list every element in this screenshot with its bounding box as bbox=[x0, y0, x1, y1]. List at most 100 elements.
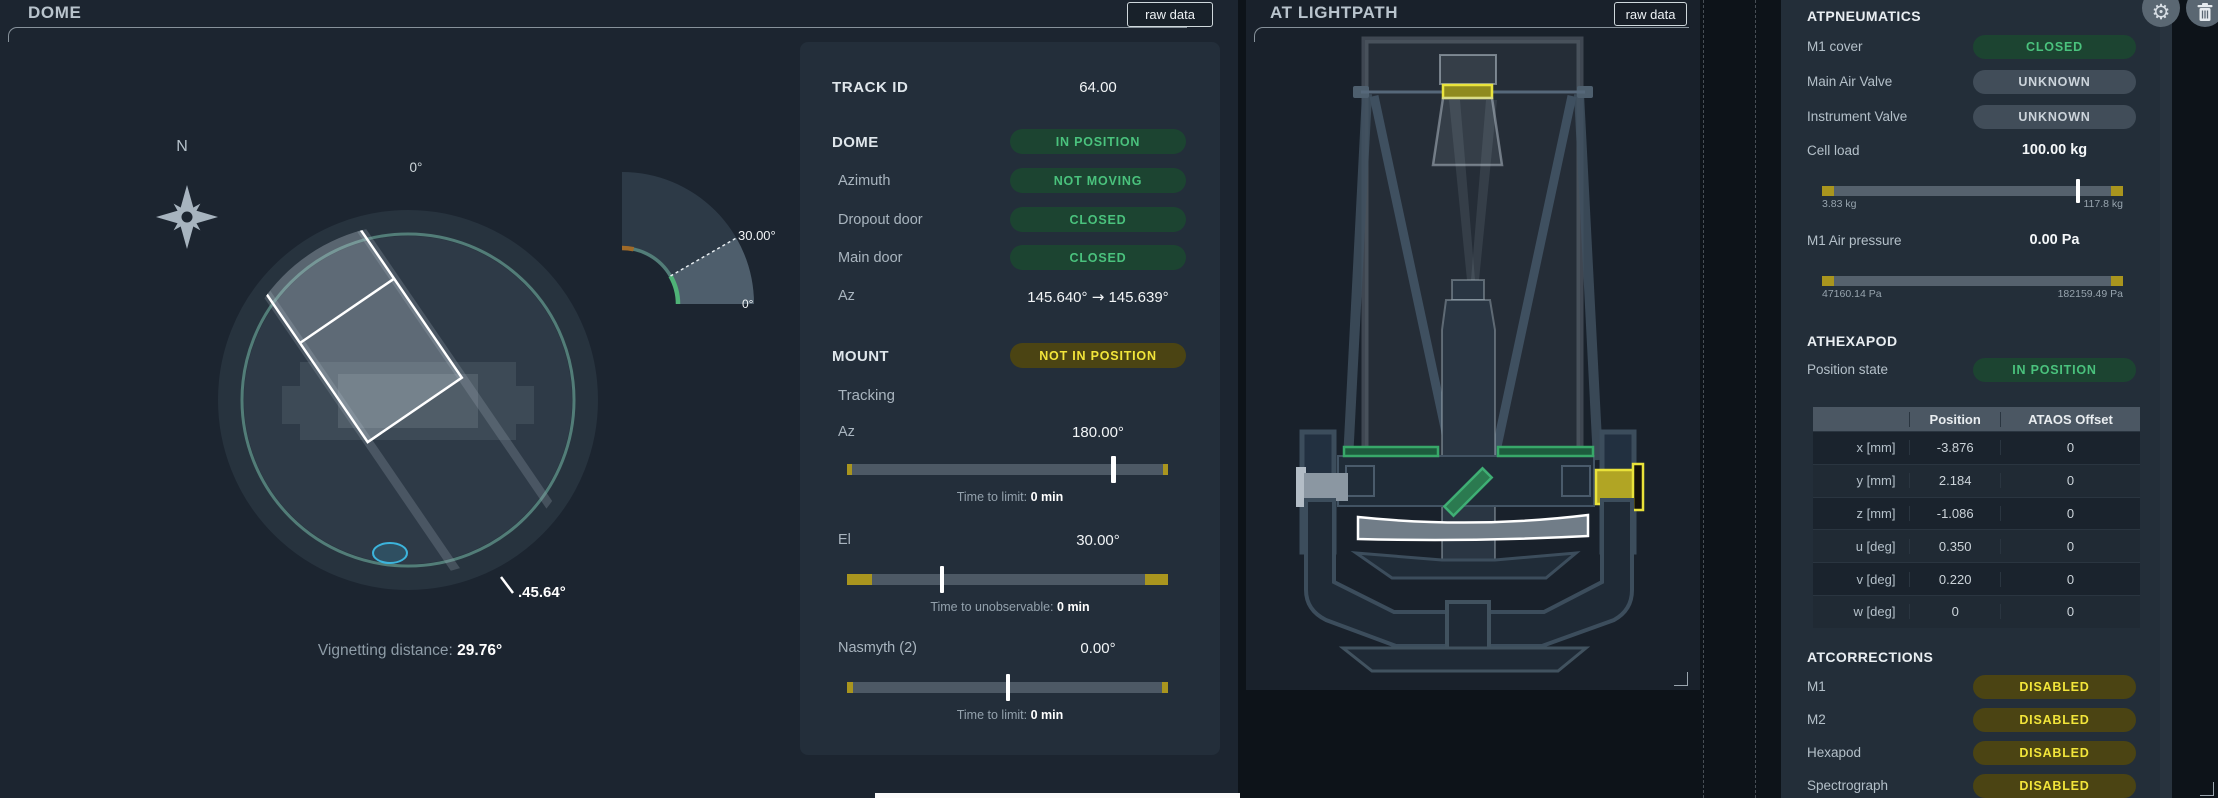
table-row: u [deg] 0.350 0 bbox=[1813, 529, 2140, 563]
column-ataos-offset: ATAOS Offset bbox=[1999, 411, 2140, 427]
dropout-door-divider bbox=[299, 277, 395, 345]
vignetting-distance-value: 29.76° bbox=[457, 642, 503, 659]
dome-status-badge: IN POSITION bbox=[1010, 129, 1186, 154]
nasmyth-label: Nasmyth (2) bbox=[838, 640, 917, 656]
vignetting-distance-label: Vignetting distance: bbox=[317, 642, 453, 659]
tracking-label: Tracking bbox=[838, 387, 895, 404]
panel-separator-dashed-1 bbox=[1703, 0, 1704, 798]
dome-azimuth-visualization bbox=[156, 185, 598, 594]
dome-panel-title: DOME bbox=[28, 3, 82, 22]
table-row: v [deg] 0.220 0 bbox=[1813, 562, 2140, 595]
correction-m1-label: M1 bbox=[1807, 679, 1826, 694]
vertical-scrollbar[interactable] bbox=[2160, 0, 2172, 798]
port-left-cap bbox=[1296, 467, 1306, 507]
correction-hexapod-label: Hexapod bbox=[1807, 745, 1862, 760]
el-limit-zone-max bbox=[1145, 574, 1168, 585]
compass-north-label: N bbox=[176, 138, 188, 155]
delete-button[interactable] bbox=[2186, 0, 2218, 27]
at-summary-panel: ATPNEUMATICS M1 cover CLOSED Main Air Va… bbox=[1781, 0, 2172, 798]
compass-rose-icon bbox=[156, 185, 218, 249]
atpneumatics-title: ATPNEUMATICS bbox=[1807, 8, 1921, 24]
azimuth-status-badge: NOT MOVING bbox=[1010, 168, 1186, 193]
correction-spectrograph-label: Spectrograph bbox=[1807, 778, 1889, 793]
track-id-value: 64.00 bbox=[1079, 79, 1117, 96]
lightpath-raw-data-button[interactable]: raw data bbox=[1614, 2, 1687, 26]
vignetting-distance: Vignetting distance: 29.76°29.76° bbox=[220, 642, 600, 660]
position-state-label: Position state bbox=[1807, 362, 1889, 377]
cell-load-tick-max bbox=[2111, 186, 2123, 196]
m1-pressure-slider[interactable] bbox=[1822, 276, 2123, 286]
m1-pressure-value: 0.00 Pa bbox=[2029, 232, 2080, 248]
mount-az-marker bbox=[1111, 456, 1116, 483]
track-id-label: TRACK ID bbox=[832, 79, 909, 96]
table-row: y [mm] 2.184 0 bbox=[1813, 463, 2140, 497]
correction-m1-badge: DISABLED bbox=[1973, 675, 2136, 699]
dome-az-label: Az bbox=[838, 288, 855, 304]
central-baffle-tower bbox=[1441, 299, 1496, 561]
center-pier bbox=[1445, 600, 1491, 652]
el-slider[interactable] bbox=[847, 566, 1168, 593]
athexapod-title: ATHEXAPOD bbox=[1807, 333, 1898, 349]
window-resize-handle[interactable] bbox=[2200, 782, 2214, 796]
trash-icon bbox=[2197, 3, 2213, 21]
mount-status-badge: NOT IN POSITION bbox=[1010, 343, 1186, 368]
m1-pressure-min-label: 47160.14 Pa bbox=[1822, 288, 1882, 300]
nasmyth-slider[interactable] bbox=[847, 674, 1168, 701]
main-door-status-badge: CLOSED bbox=[1010, 245, 1186, 270]
table-row: z [mm] -1.086 0 bbox=[1813, 496, 2140, 530]
main-air-valve-label: Main Air Valve bbox=[1807, 74, 1893, 89]
column-position: Position bbox=[1909, 411, 1999, 427]
cell-load-tick-min bbox=[1822, 186, 1834, 196]
cell-load-slider[interactable] bbox=[1822, 179, 2123, 203]
dome-track-ring bbox=[240, 232, 576, 568]
elevation-arc-current bbox=[668, 274, 681, 305]
cell-load-marker bbox=[2075, 179, 2080, 203]
m1-pressure-tick-max bbox=[2111, 276, 2123, 286]
dropout-door-label: Dropout door bbox=[838, 212, 923, 228]
m2-cover-highlight bbox=[1441, 83, 1494, 100]
azimuth-pointer-tick bbox=[500, 576, 514, 594]
dome-header-divider bbox=[8, 27, 1187, 42]
telescope-position-marker bbox=[372, 542, 408, 564]
correction-spectrograph-badge: DISABLED bbox=[1973, 774, 2136, 798]
table-row: w [deg] 0 0 bbox=[1813, 594, 2140, 628]
gear-icon: ⚙ bbox=[2151, 0, 2171, 24]
elevation-zero-label: 0° bbox=[742, 297, 754, 311]
panel-separator-dashed-2 bbox=[1755, 0, 1756, 798]
main-door-label: Main door bbox=[838, 250, 903, 266]
position-state-badge: IN POSITION bbox=[1973, 358, 2136, 382]
port-left bbox=[1304, 473, 1348, 501]
elevation-gauge bbox=[621, 172, 754, 305]
m1-mirror bbox=[1356, 513, 1590, 542]
fork-base bbox=[1304, 498, 1634, 648]
el-time-to-unobservable: Time to unobservable: 0 min bbox=[930, 600, 1090, 614]
cell-load-value: 100.00 kg bbox=[2021, 142, 2088, 158]
mount-section-label: MOUNT bbox=[832, 348, 889, 365]
pedestal bbox=[1338, 646, 1591, 673]
m2-top-box bbox=[1439, 54, 1497, 85]
lightpath-telescope-schematic bbox=[1296, 36, 1645, 673]
nasmyth-value: 0.00° bbox=[1080, 640, 1116, 657]
cell-load-label: Cell load bbox=[1807, 143, 1860, 158]
lightpath-panel: AT LIGHTPATH raw data bbox=[1246, 0, 1700, 690]
m1-cover-right bbox=[1496, 445, 1595, 458]
lightpath-header-divider bbox=[1254, 27, 1689, 42]
cell-load-max-label: 117.8 kg bbox=[2083, 198, 2123, 210]
instrument-valve-label: Instrument Valve bbox=[1807, 109, 1908, 124]
mount-az-slider[interactable] bbox=[847, 456, 1168, 483]
lightpath-panel-title: AT LIGHTPATH bbox=[1270, 3, 1399, 22]
nasmyth-port-cap bbox=[1631, 462, 1645, 512]
m2-baffle bbox=[1431, 96, 1504, 167]
horizontal-scrollbar[interactable] bbox=[875, 793, 1240, 798]
az-time-to-limit: Time to limit: 0 min bbox=[956, 490, 1064, 504]
el-marker bbox=[939, 566, 945, 593]
el-label: El bbox=[838, 532, 851, 548]
dome-az-value: 145.640° → 145.639° bbox=[1027, 288, 1169, 306]
lightpath-resize-handle[interactable] bbox=[1674, 672, 1688, 686]
hexapod-table-header: Position ATAOS Offset bbox=[1813, 407, 2140, 431]
m1-pressure-label: M1 Air pressure bbox=[1807, 233, 1902, 248]
atcorrections-title: ATCORRECTIONS bbox=[1807, 649, 1934, 665]
m3-mirror bbox=[1442, 466, 1494, 518]
nasmyth-time-to-limit: Time to limit: 0 min bbox=[956, 708, 1064, 722]
dome-raw-data-button[interactable]: raw data bbox=[1127, 2, 1213, 27]
